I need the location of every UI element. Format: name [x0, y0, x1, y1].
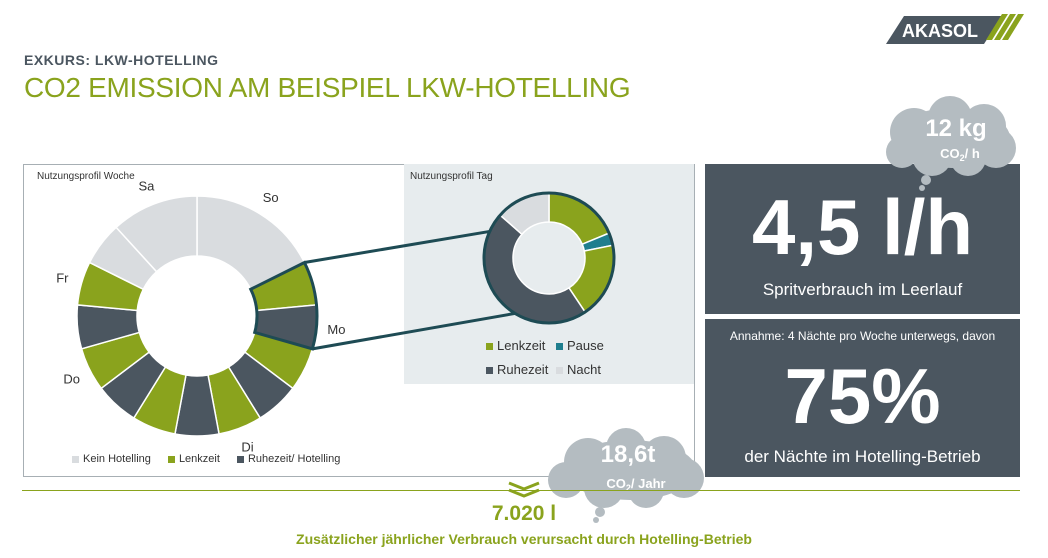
- day-legend-ruhezeit: Ruhezeit: [486, 362, 548, 377]
- nights-panel: Annahme: 4 Nächte pro Woche unterwegs, d…: [705, 319, 1020, 477]
- nights-value: 75%: [784, 352, 941, 440]
- svg-text:CO2/ h: CO2/ h: [940, 146, 980, 163]
- annual-consumption-value: 7.020 l: [491, 502, 557, 525]
- svg-text:18,6t: 18,6t: [601, 441, 656, 468]
- svg-text:12 kg: 12 kg: [925, 115, 986, 142]
- legend-item-lenkzeit: Lenkzeit: [167, 453, 220, 465]
- supertitle: EXKURS: LKW-HOTELLING: [24, 52, 219, 68]
- week-slice-label: Do: [63, 371, 80, 386]
- week-slice-label: Mo: [327, 322, 345, 337]
- fuel-panel: 4,5 l/h Spritverbrauch im Leerlauf: [705, 164, 1020, 314]
- legend-item-kein-hotelling: Kein Hotelling: [72, 453, 151, 465]
- page-title: CO2 EMISSION AM BEISPIEL LKW-HOTELLING: [24, 72, 631, 103]
- fuel-caption: Spritverbrauch im Leerlauf: [762, 280, 963, 299]
- day-chart-title: Nutzungsprofil Tag: [410, 171, 493, 182]
- day-legend-nacht: Nacht: [556, 362, 601, 377]
- day-legend-pause: Pause: [556, 338, 604, 353]
- double-chevron-down-icon: [508, 481, 540, 498]
- zoom-sector-outline: [248, 260, 319, 351]
- nights-caption: der Nächte im Hotelling-Betrieb: [744, 447, 981, 466]
- cloud-hourly-co2: 12 kg CO2/ h: [886, 96, 1016, 191]
- annual-divider: [22, 490, 1020, 491]
- akasol-logo: AKASOL: [886, 14, 1024, 44]
- nights-assumption: Annahme: 4 Nächte pro Woche unterwegs, d…: [729, 329, 996, 343]
- legend-item-ruhezeit: Ruhezeit/ Hotelling: [236, 453, 340, 465]
- svg-text:AKASOL: AKASOL: [902, 21, 978, 41]
- svg-text:CO2/ Jahr: CO2/ Jahr: [606, 476, 665, 493]
- week-chart-frame: [23, 164, 695, 477]
- week-slice-label: Di: [241, 440, 253, 455]
- week-chart-title: Nutzungsprofil Woche: [37, 171, 135, 182]
- day-slice: [483, 214, 587, 324]
- day-donut-outline: [482, 191, 616, 325]
- fuel-value: 4,5 l/h: [751, 183, 974, 271]
- cloud-annual-co2: 18,6t CO2/ Jahr: [548, 428, 704, 523]
- zoom-connector: [304, 229, 516, 351]
- week-legend: Kein Hotelling Lenkzeit Ruhezeit/ Hotell…: [72, 453, 340, 465]
- week-slice-label: Sa: [138, 178, 155, 193]
- day-legend-lenkzeit: Lenkzeit: [486, 338, 545, 353]
- annual-consumption-caption: Zusätzlicher jährlicher Verbrauch verurs…: [296, 531, 752, 547]
- week-slice-label: Fr: [56, 271, 69, 286]
- week-slice-label: So: [263, 190, 279, 205]
- week-slice: [115, 195, 198, 273]
